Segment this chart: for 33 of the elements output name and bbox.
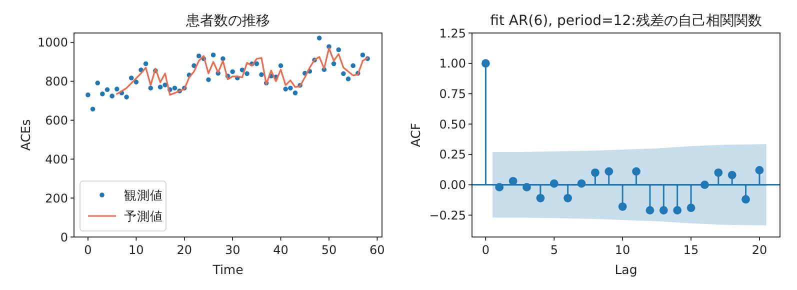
y-axis-title: ACF [408,122,423,148]
x-tick-label: 10 [614,243,630,257]
y-tick-label: −0.25 [429,208,466,222]
chart-title: 患者数の推移 [185,13,270,29]
x-tick-label: 60 [370,243,385,257]
x-tick-label: 10 [128,243,144,257]
x-tick-label: 20 [176,243,192,257]
x-axis-title: Lag [614,262,638,277]
y-tick-label: 0.50 [439,117,466,132]
x-tick-label: 40 [273,243,288,257]
x-axis-title: Time [212,262,244,277]
y-tick-label: 800 [45,74,68,89]
x-tick-label: 50 [321,243,337,257]
y-tick-label: 0.00 [439,178,466,192]
y-tick-label: 600 [45,114,68,128]
legend-label: 予測値 [124,208,163,224]
y-tick-label: 0.75 [439,87,466,102]
legend-label: 観測値 [124,188,163,202]
x-tick-label: 0 [84,243,92,257]
x-tick-label: 30 [224,243,240,257]
y-tick-label: 1000 [37,36,68,50]
x-tick-label: 5 [550,243,558,257]
y-tick-label: 200 [45,191,68,206]
y-tick-label: 0.25 [439,148,466,162]
y-tick-label: 0 [60,230,68,244]
y-tick-label: 1.25 [439,26,466,40]
x-tick-label: 0 [482,243,490,257]
y-axis-title: ACEs [18,119,33,151]
chart-title: fit AR(6), period=12:残差の自己相関関数 [490,13,762,29]
y-tick-label: 400 [45,152,68,166]
x-tick-label: 15 [683,243,699,257]
x-tick-label: 20 [752,243,768,257]
y-tick-label: 1.00 [439,56,466,71]
